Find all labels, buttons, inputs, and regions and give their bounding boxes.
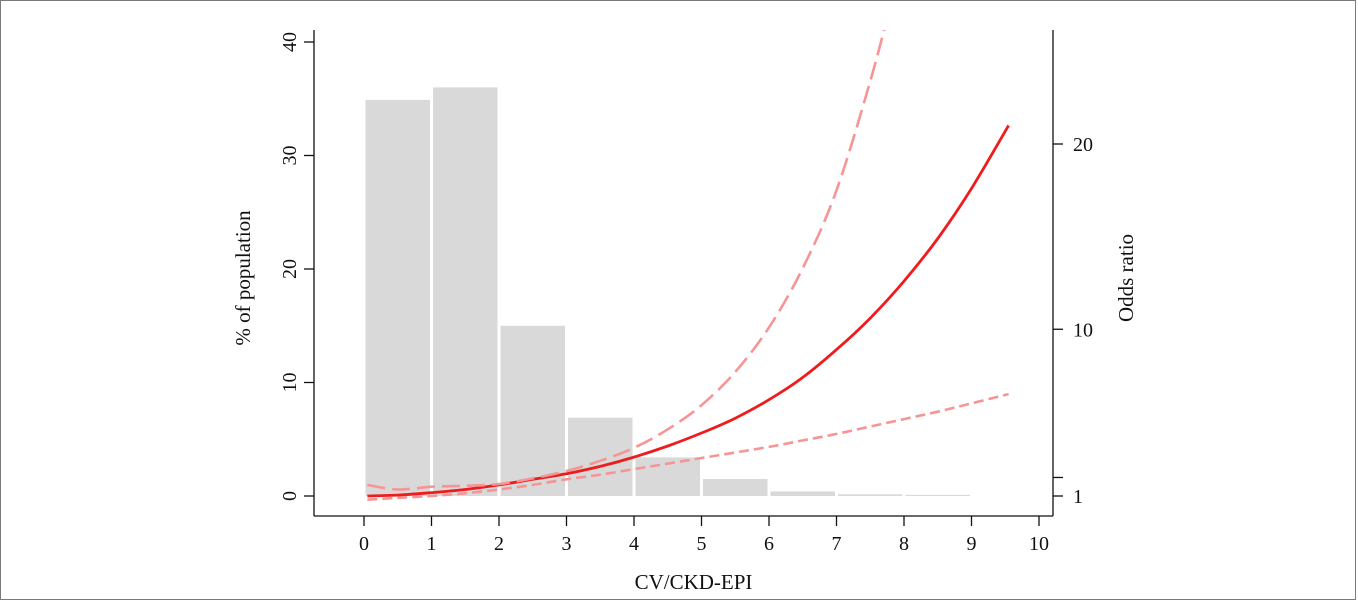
y-tick-label: 40 bbox=[279, 32, 301, 52]
histogram-bar bbox=[365, 99, 430, 496]
histogram-bar bbox=[568, 417, 633, 496]
y2-axis-label: Odds ratio bbox=[1114, 234, 1138, 322]
x-tick-label: 5 bbox=[697, 533, 707, 555]
x-tick-label: 7 bbox=[832, 533, 842, 555]
x-axis-label: CV/CKD-EPI bbox=[635, 570, 753, 594]
x-tick-label: 1 bbox=[427, 533, 437, 555]
x-tick-label: 6 bbox=[764, 533, 774, 555]
y-tick-label: 0 bbox=[279, 491, 301, 501]
y-tick-label: 10 bbox=[279, 373, 301, 393]
histogram-bar bbox=[433, 87, 498, 497]
histogram-bar bbox=[838, 494, 903, 496]
lower-ci-line bbox=[367, 392, 1009, 501]
y2-tick-label: 20 bbox=[1073, 134, 1093, 156]
y-tick-label: 30 bbox=[279, 146, 301, 166]
histogram-bar bbox=[905, 494, 970, 496]
axes bbox=[313, 30, 1054, 517]
histogram-bar bbox=[703, 478, 768, 496]
upper-ci-line bbox=[367, 30, 886, 491]
histogram-bar bbox=[770, 491, 835, 496]
odds-ratio-line bbox=[367, 124, 1010, 498]
histogram-bars bbox=[365, 87, 970, 497]
x-tick-label: 3 bbox=[562, 533, 572, 555]
x-tick-label: 8 bbox=[899, 533, 909, 555]
odds-ratio-curves bbox=[367, 30, 1010, 501]
y-tick-label: 20 bbox=[279, 259, 301, 279]
x-tick-label: 0 bbox=[359, 533, 369, 555]
x-tick-label: 4 bbox=[629, 533, 639, 555]
ticks: 0 1 2 3 4 5 6 7 8 9 10 0 10 20 30 40 1 10 20 bbox=[279, 32, 1093, 555]
x-tick-label: 10 bbox=[1029, 533, 1049, 555]
x-tick-label: 2 bbox=[494, 533, 504, 555]
y-axis-label: % of population bbox=[231, 210, 255, 346]
y2-tick-label: 1 bbox=[1073, 486, 1083, 508]
histogram-bar bbox=[500, 325, 565, 496]
y2-tick-label: 10 bbox=[1073, 319, 1093, 341]
x-tick-label: 9 bbox=[967, 533, 977, 555]
